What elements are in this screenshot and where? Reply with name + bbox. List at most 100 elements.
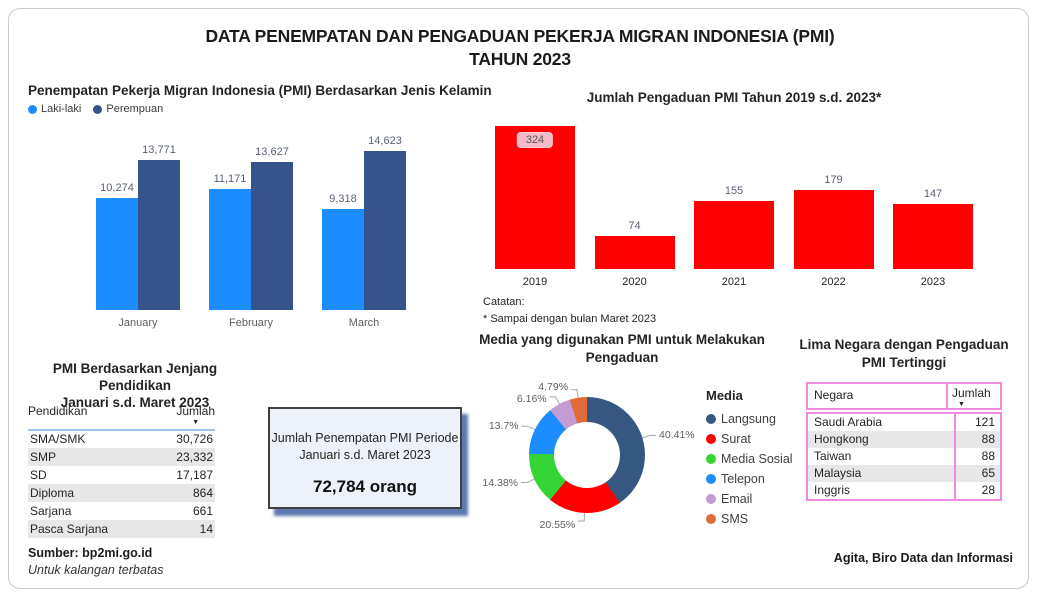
bar-group-2023: 147 2023 [893,126,973,288]
media-legend-title: Media [706,388,743,403]
legend-label: Laki-laki [41,103,82,115]
table-row[interactable]: Sarjana 661 [28,502,215,520]
cell-value: 88 [954,448,1000,465]
cell-value: 65 [954,465,1000,482]
bar-2022[interactable]: 179 [793,174,874,269]
column-header-negara[interactable]: Negara [814,388,854,402]
cell-label: Malaysia [814,466,862,480]
table-row[interactable]: Hongkong 88 [808,431,1000,448]
table-row[interactable]: SMP 23,332 [28,448,215,466]
legend-label: Perempuan [106,103,164,115]
cell-value: 661 [192,504,213,518]
legend-label: SMS [721,512,749,526]
table-row[interactable]: SMA/SMK 30,726 [28,430,215,448]
cell-value: 121 [954,414,1000,431]
infobox-line1: Jumlah Penempatan PMI Periode [271,431,459,445]
legend-dot-icon [706,434,716,444]
page-title: DATA PENEMPATAN DAN PENGADUAN PEKERJA MI… [130,25,910,71]
bar-laki-laki-march[interactable]: 9,318 [322,193,364,310]
column-header-label: Jumlah [952,386,991,400]
education-table-body: SMA/SMK 30,726 SMP 23,332 SD 17,187 Diploma 864… [28,430,215,538]
table-row[interactable]: Saudi Arabia 121 [808,414,1000,431]
cell-label: Saudi Arabia [814,415,883,429]
legend-item-langsung[interactable]: Langsung [706,409,793,429]
category-label: January [118,317,158,329]
bar-perempuan-january[interactable]: 13,771 [138,144,180,310]
table-row[interactable]: Inggris 28 [808,482,1000,499]
complaints-chart-title: Jumlah Pengaduan PMI Tahun 2019 s.d. 202… [586,90,882,105]
table-row[interactable]: Pasca Sarjana 14 [28,520,215,538]
bar-laki-laki-january[interactable]: 10,274 [96,182,138,310]
legend-item-perempuan[interactable]: Perempuan [93,103,163,115]
bar-value-label: 324 [516,132,554,148]
infobox-value: 72,784 orang [313,477,417,496]
donut-hole [554,422,620,488]
cell-label: Inggris [814,483,851,497]
bar-group-february: 11,171 13,627 February [209,130,293,329]
media-chart-title: Media yang digunakan PMI untuk Melakukan… [479,332,765,365]
table-row[interactable]: Malaysia 65 [808,465,1000,482]
bar-perempuan-february[interactable]: 13,627 [251,146,293,310]
legend-item-surat[interactable]: Surat [706,429,793,449]
table-row[interactable]: Diploma 864 [28,484,215,502]
bar-2020[interactable]: 74 [594,220,675,269]
page-title-line2: TAHUN 2023 [469,49,571,69]
complaints-chart-plot: 324 2019 74 2020 155 2021 179 2022 147 2023 [495,126,973,288]
cell-label: SMA/SMK [30,432,86,446]
bar-laki-laki-february[interactable]: 11,171 [209,173,251,310]
bar-group-2022: 179 2022 [793,126,874,288]
legend-label: Email [721,492,753,506]
pie-percent-label: 20.55% [539,518,576,531]
legend-dot-icon [706,414,716,424]
media-legend-items: Langsung Surat Media Sosial Telepon Email SMS [706,409,793,529]
category-label: 2023 [920,276,946,288]
infobox-line2: Januari s.d. Maret 2023 [299,448,431,462]
table-row[interactable]: SD 17,187 [28,466,215,484]
column-header-jumlah[interactable]: Jumlah ▼ [946,384,1000,408]
category-label: 2020 [622,276,647,288]
bar-value-label: 74 [628,220,641,232]
total-placement-infobox: Jumlah Penempatan PMI Periode Januari s.… [268,407,462,509]
legend-item-email[interactable]: Email [706,489,793,509]
education-table-header[interactable]: Pendidikan Jumlah ▼ [28,404,215,431]
bar-value-label: 179 [824,174,843,186]
cell-label: SD [30,468,47,482]
column-header-pendidikan[interactable]: Pendidikan [28,404,88,418]
category-label: 2022 [821,276,846,288]
sort-desc-icon: ▼ [958,401,965,408]
education-title-line1: PMI Berdasarkan Jenjang Pendidikan [52,361,218,393]
legend-label: Langsung [721,412,776,426]
column-header-jumlah[interactable]: Jumlah ▼ [176,404,215,426]
bar-group-2021: 155 2021 [694,126,774,288]
legend-item-laki-laki[interactable]: Laki-laki [28,103,81,115]
countries-table-body: Saudi Arabia 121 Hongkong 88 Taiwan 88 Malaysi… [806,412,1002,501]
education-title-line2: Januari s.d. Maret 2023 [60,395,210,410]
category-label: 2021 [721,276,747,288]
bar-2019[interactable]: 324 [495,126,575,269]
legend-label: Telepon [721,472,765,486]
legend-dot-laki-laki-icon [28,104,37,114]
bar-perempuan-march[interactable]: 14,623 [364,135,406,310]
legend-dot-icon [706,514,716,524]
legend-dot-icon [706,494,716,504]
column-header-label: Jumlah [176,404,215,418]
page-title-line1: DATA PENEMPATAN DAN PENGADUAN PEKERJA MI… [205,26,835,46]
category-label: February [228,317,274,329]
legend-label: Surat [721,432,751,446]
education-table-title: PMI Berdasarkan Jenjang Pendidikan Janua… [20,360,250,411]
countries-title-line2: PMI Tertinggi [861,355,947,370]
table-row[interactable]: Taiwan 88 [808,448,1000,465]
cell-label: Pasca Sarjana [30,522,109,536]
bar-2023[interactable]: 147 [893,188,973,269]
bar-group-2019: 324 2019 [495,126,575,288]
legend-item-sms[interactable]: SMS [706,509,793,529]
legend-item-telepon[interactable]: Telepon [706,469,793,489]
bar-2021[interactable]: 155 [694,185,774,269]
category-label: 2019 [522,276,548,288]
legend-item-media-sosial[interactable]: Media Sosial [706,449,793,469]
countries-table-header[interactable]: Negara Jumlah ▼ [806,382,1002,410]
cell-label: Taiwan [814,449,852,463]
bar-group-2020: 74 2020 [594,126,675,288]
bar-value-label: 9,318 [329,193,357,205]
